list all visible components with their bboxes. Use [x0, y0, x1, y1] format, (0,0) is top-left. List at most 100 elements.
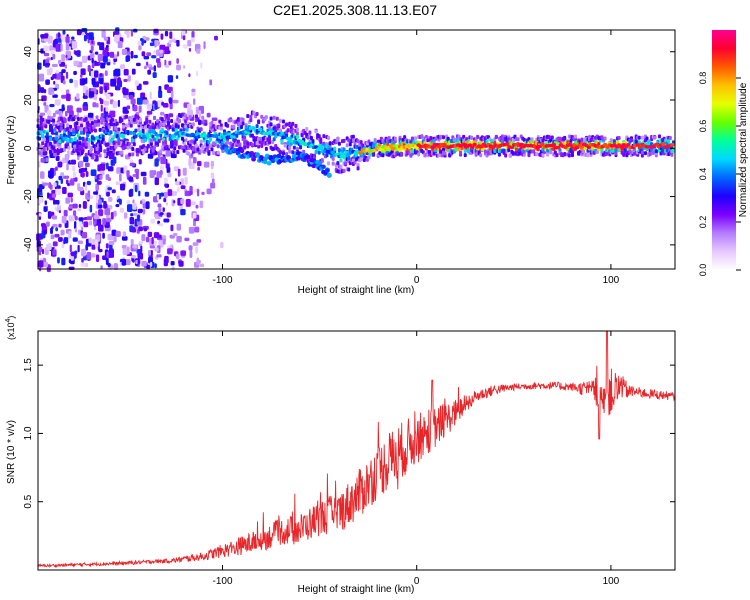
spectrogram-noise-cell [137, 208, 143, 214]
spectrogram-noise-cell [89, 204, 93, 213]
spectrogram-noise-cell [74, 79, 79, 88]
spectrogram-noise-cell [65, 71, 69, 79]
spectrogram-noise-cell [98, 224, 104, 232]
spectrogram-band-cell [522, 149, 526, 154]
spectrogram-noise-cell [74, 50, 81, 56]
spectrogram-band-cell [41, 141, 45, 146]
spectrogram-branch-cell [239, 148, 245, 154]
spectrogram-noise-cell [61, 106, 65, 111]
spectrogram-noise-cell [163, 191, 168, 198]
spectrogram-band-cell [109, 130, 113, 135]
spectrogram-band-cell [95, 147, 99, 152]
spectrogram-noise-cell [49, 104, 55, 108]
spectrogram-noise-cell [187, 103, 192, 112]
spectrogram-noise-cell [97, 204, 103, 209]
spectrogram-noise-cell [169, 102, 173, 110]
spectrogram-noise-cell [131, 227, 135, 233]
spectrogram-noise-cell [52, 94, 58, 98]
spectrogram-ridge-cell [388, 144, 393, 148]
spectrogram-ytick-label: 20 [23, 94, 34, 106]
spectrogram-noise-cell [83, 221, 89, 228]
spectrogram-band-cell [515, 147, 519, 152]
spectrogram-noise-cell [158, 207, 162, 213]
spectrogram-noise-cell [43, 261, 48, 268]
spectrogram-noise-cell [84, 167, 88, 172]
spectrogram-noise-cell [63, 175, 70, 179]
spectrogram-band-cell [612, 139, 616, 144]
spectrogram-band-cell [628, 149, 632, 154]
spectrogram-band-cell [76, 125, 80, 130]
spectrogram-band-cell [42, 147, 46, 152]
spectrogram-band-cell [504, 153, 508, 158]
spectrogram-noise-cell [168, 97, 173, 104]
spectrogram-noise-cell [41, 38, 45, 42]
spectrogram-noise-cell [167, 172, 172, 178]
spectrogram-noise-cell [51, 226, 54, 230]
spectrogram-noise-cell [138, 226, 143, 232]
spectrogram-band-cell [53, 149, 57, 154]
spectrogram-noise-cell [142, 208, 146, 215]
spectrogram-band-cell [319, 139, 323, 144]
spectrogram-noise-cell [94, 70, 99, 78]
spectrogram-noise-cell [107, 177, 112, 181]
spectrogram-band-cell [168, 125, 172, 130]
spectrogram-noise-cell [142, 99, 149, 105]
colorbar-label: Normalized spectral amplitude [738, 82, 749, 217]
spectrogram-noise-cell [154, 247, 159, 252]
spectrogram-band-cell [58, 139, 62, 144]
spectrogram-band-cell [240, 124, 244, 129]
spectrogram-noise-cell [46, 243, 52, 251]
spectrogram-noise-cell [206, 188, 212, 195]
snr-multiplier-exp: 4 [5, 318, 12, 322]
spectrogram-band-cell [356, 139, 360, 144]
spectrogram-noise-cell [172, 99, 179, 104]
spectrogram-band-cell [196, 147, 200, 152]
spectrogram-noise-cell [135, 226, 139, 230]
spectrogram-band-cell [549, 150, 553, 155]
spectrogram-band-cell [52, 121, 56, 126]
spectrogram-noise-cell [71, 165, 76, 172]
spectrogram-band-cell [244, 125, 248, 130]
spectrogram-band-cell [325, 153, 329, 158]
spectrogram-noise-cell [210, 172, 215, 179]
spectrogram-noise-cell [198, 110, 202, 118]
spectrogram-noise-cell [88, 91, 95, 98]
spectrogram-noise-cell [159, 165, 164, 170]
spectrogram-noise-cell [108, 249, 115, 258]
spectrogram-noise-cell [176, 187, 180, 193]
spectrogram-band-cell [581, 149, 585, 154]
spectrogram-noise-cell [165, 163, 170, 169]
spectrogram-band-cell [428, 150, 432, 155]
snr-background [38, 331, 675, 570]
spectrogram-noise-cell [162, 207, 165, 212]
spectrogram-noise-cell [86, 251, 92, 260]
spectrogram-ytick-label: -20 [23, 189, 34, 204]
spectrogram-noise-cell [98, 209, 103, 217]
spectrogram-noise-cell [146, 103, 152, 110]
spectrogram-noise-cell [195, 204, 199, 209]
spectrogram-noise-cell [80, 262, 87, 267]
spectrogram-band-cell [269, 122, 273, 127]
spectrogram-noise-cell [146, 61, 149, 66]
spectrogram-band-cell [115, 121, 119, 126]
spectrogram-noise-cell [99, 97, 102, 102]
spectrogram-band-cell [522, 137, 526, 142]
spectrogram-noise-cell [164, 30, 169, 37]
spectrogram-noise-cell [167, 75, 174, 83]
spectrogram-noise-cell [113, 61, 116, 65]
spectrogram-band-cell [151, 148, 155, 153]
spectrogram-band-cell [300, 132, 304, 137]
spectrogram-noise-cell [164, 64, 170, 68]
spectrogram-noise-cell [150, 218, 155, 224]
spectrogram-band-cell [205, 145, 209, 150]
spectrogram-noise-cell [137, 257, 140, 265]
spectrogram-band-cell [373, 138, 377, 143]
spectrogram-noise-cell [72, 171, 76, 178]
spectrogram-band-cell [327, 161, 331, 166]
spectrogram-noise-cell [82, 200, 87, 209]
spectrogram-noise-cell [191, 30, 195, 38]
spectrogram-noise-cell [78, 204, 82, 208]
spectrogram-noise-cell [90, 169, 97, 176]
spectrogram-band-cell [80, 123, 84, 128]
spectrogram-band-cell [651, 150, 655, 155]
